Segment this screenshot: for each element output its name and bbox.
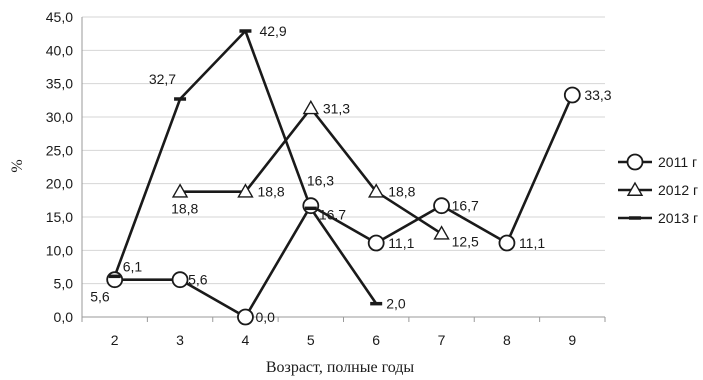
x-tick-label: 2 [111,332,119,348]
x-tick-label: 6 [372,332,380,348]
data-label: 12,5 [452,234,479,250]
legend-label: 2013 г [658,210,698,226]
data-point-marker [302,197,320,215]
y-tick-label: 0,0 [54,309,74,325]
data-point-marker [367,183,385,198]
data-label: 16,7 [319,207,346,223]
legend-label: 2011 г [658,154,697,170]
y-tick-label: 45,0 [46,9,73,25]
y-axis-title: % [9,159,26,172]
data-point-marker [302,99,320,115]
y-tick-label: 40,0 [46,42,73,58]
legend-marker [626,181,644,196]
y-tick-label: 10,0 [46,242,73,258]
data-point-marker [171,271,189,289]
data-point-marker [171,183,189,198]
x-axis-title: Возраст, полные годы [266,359,415,376]
data-point-marker [563,86,581,104]
data-label: 5,6 [90,289,110,305]
data-label: 5,6 [188,272,208,288]
data-point-marker [433,197,450,215]
data-label: 18,8 [388,184,415,200]
data-label: 16,7 [452,198,479,214]
series-line [180,107,443,235]
data-point-marker [367,234,385,252]
legend: 2011 г 2012 г 2013 г [618,153,698,226]
data-label: 11,1 [519,235,545,251]
data-label: 31,3 [323,100,350,116]
data-label: 16,3 [307,172,334,188]
data-label: 0,0 [255,309,275,325]
data-point-marker [433,225,450,240]
data-point-marker [237,183,254,198]
axis-layer: 0,05,010,015,020,025,030,035,040,045,02 3… [46,9,606,348]
y-tick-label: 35,0 [46,76,73,92]
x-tick-label: 7 [438,332,446,348]
data-label-layer: 5,6 5,6 0,0 16,7 11,1 16,7 11,1 33,3 18,8 18,8 31,… [90,23,612,325]
data-label: 32,7 [149,71,176,87]
data-label: 33,3 [584,87,611,103]
y-tick-label: 20,0 [46,176,73,192]
data-label: 6,1 [123,258,143,274]
data-label: 18,8 [257,184,284,200]
legend-label: 2012 г [658,182,698,198]
data-point-marker [106,271,124,289]
x-tick-label: 3 [176,332,184,348]
y-tick-label: 25,0 [46,142,73,158]
series-line [114,94,574,319]
series-layer [106,29,581,326]
y-tick-label: 5,0 [54,276,74,292]
data-label: 18,8 [171,201,198,217]
x-tick-label: 9 [568,332,576,348]
x-tick-label: 4 [242,332,250,348]
data-point-marker [498,234,516,252]
y-tick-label: 15,0 [46,209,73,225]
data-label: 11,1 [388,235,414,251]
grid-layer [82,16,605,318]
legend-marker [626,153,644,171]
x-tick-label: 5 [307,332,315,348]
data-label: 2,0 [386,296,406,312]
data-point-marker [237,308,254,326]
x-tick-label: 8 [503,332,511,348]
data-label: 42,9 [259,23,286,39]
y-tick-label: 30,0 [46,109,73,125]
